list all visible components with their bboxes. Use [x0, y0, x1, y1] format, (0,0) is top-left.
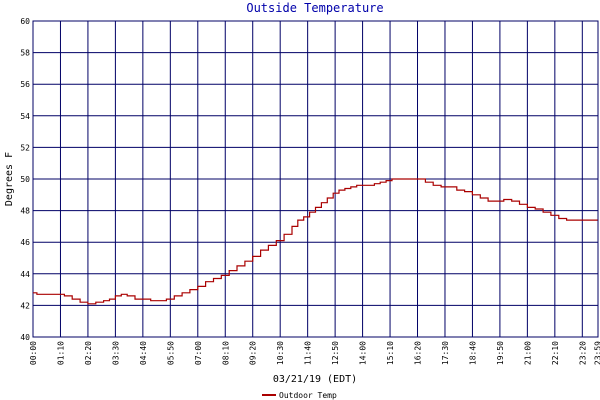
y-tick-label: 44	[20, 270, 30, 279]
x-tick-label: 19:50	[496, 341, 505, 365]
chart-title: Outside Temperature	[246, 1, 383, 15]
x-tick-label: 07:00	[194, 341, 203, 365]
x-tick-label: 18:40	[468, 341, 477, 365]
x-tick-label: 14:00	[359, 341, 368, 365]
legend-label: Outdoor Temp	[279, 391, 337, 400]
y-tick-label: 46	[20, 238, 30, 247]
x-tick-label: 16:20	[414, 341, 423, 365]
x-tick-label: 23:20	[578, 341, 587, 365]
x-tick-label: 01:10	[56, 341, 65, 365]
x-tick-label: 00:00	[29, 341, 38, 365]
y-axis-ticks: 40 42 44 46 48 50 52 54 56 58 60	[20, 17, 30, 342]
y-tick-label: 42	[20, 301, 30, 310]
x-tick-label: 11:40	[304, 341, 313, 365]
x-tick-label: 22:10	[551, 341, 560, 365]
y-axis-label: Degrees F	[4, 152, 15, 206]
y-tick-label: 58	[20, 49, 30, 58]
y-tick-label: 50	[20, 175, 30, 184]
x-tick-label: 15:10	[386, 341, 395, 365]
y-tick-label: 60	[20, 17, 30, 26]
y-tick-label: 48	[20, 207, 30, 216]
x-tick-label: 23:59	[594, 341, 600, 365]
y-tick-label: 40	[20, 333, 30, 342]
y-tick-label: 56	[20, 80, 30, 89]
x-axis-ticks: 00:00 01:10 02:20 03:30 04:40 05:50 07:00 08:10…	[29, 341, 600, 365]
grid-lines	[32, 20, 598, 338]
x-tick-label: 10:30	[276, 341, 285, 365]
x-tick-label: 09:20	[249, 341, 258, 365]
y-tick-label: 52	[20, 143, 30, 152]
x-axis-label: 03/21/19 (EDT)	[273, 374, 357, 385]
x-tick-label: 03:30	[111, 341, 120, 365]
x-tick-label: 21:00	[523, 341, 532, 365]
x-tick-label: 04:40	[139, 341, 148, 365]
x-tick-label: 08:10	[221, 341, 230, 365]
y-tick-label: 54	[20, 112, 30, 121]
x-tick-label: 02:20	[84, 341, 93, 365]
legend: Outdoor Temp	[262, 391, 337, 400]
x-tick-label: 12:50	[331, 341, 340, 365]
x-tick-label: 05:50	[166, 341, 175, 365]
outdoor-temp-line	[33, 178, 598, 305]
x-tick-label: 17:30	[441, 341, 450, 365]
